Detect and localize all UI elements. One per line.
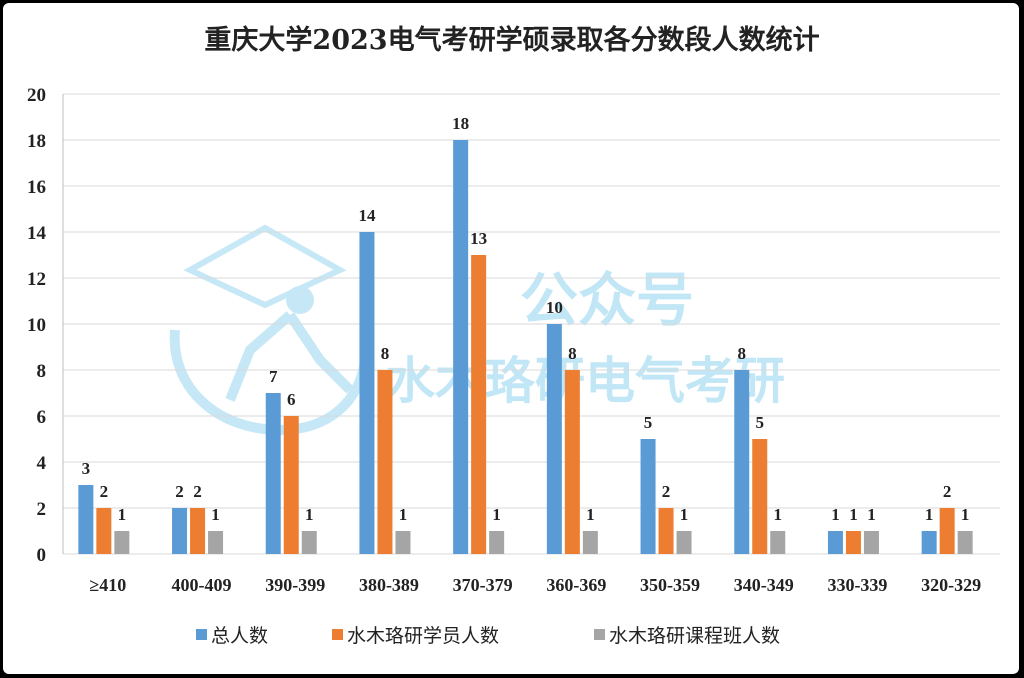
data-label: 1 <box>586 505 595 524</box>
bar <box>564 370 580 554</box>
bar <box>582 531 598 554</box>
data-label: 2 <box>662 482 671 501</box>
data-label: 5 <box>644 413 653 432</box>
bar <box>939 508 955 554</box>
x-tick-label: 400-409 <box>172 575 232 595</box>
x-tick-label: 360-369 <box>546 575 606 595</box>
bar <box>827 531 843 554</box>
x-tick-label: 370-379 <box>453 575 513 595</box>
bar <box>734 370 750 554</box>
y-tick-label: 2 <box>37 499 47 520</box>
y-tick-label: 18 <box>27 131 46 152</box>
bar <box>114 531 130 554</box>
x-axis: ≥410 400-409 390-399 380-389 370-379 360-369 3… <box>89 575 981 595</box>
bar <box>770 531 786 554</box>
data-label: 14 <box>358 206 376 225</box>
bar <box>359 232 375 554</box>
data-label: 1 <box>831 505 840 524</box>
legend-label: 水木珞研学员人数 <box>347 625 499 647</box>
chart-title: 重庆大学2023电气考研学硕录取各分数段人数统计 <box>204 24 819 56</box>
legend: 总人数 水木珞研学员人数 水木珞研课程班人数 <box>196 625 780 647</box>
bar <box>208 531 224 554</box>
x-tick-label: ≥410 <box>89 575 126 595</box>
y-tick-label: 0 <box>37 545 47 566</box>
data-label: 10 <box>546 298 563 317</box>
data-label: 13 <box>470 229 487 248</box>
y-tick-label: 4 <box>37 453 47 474</box>
bar <box>78 485 94 554</box>
data-label: 2 <box>100 482 109 501</box>
bar <box>172 508 188 554</box>
y-tick-label: 16 <box>27 177 46 198</box>
bar <box>283 416 299 554</box>
data-label: 2 <box>193 482 202 501</box>
x-tick-label: 320-329 <box>921 575 981 595</box>
bar <box>676 531 692 554</box>
watermark-line2: 水木珞研电气考研 <box>385 352 785 410</box>
bars <box>78 140 973 554</box>
x-tick-label: 390-399 <box>265 575 325 595</box>
bar <box>957 531 973 554</box>
bar <box>471 255 487 554</box>
legend-label: 水木珞研课程班人数 <box>609 625 780 647</box>
legend-swatch <box>196 629 207 640</box>
data-label: 18 <box>452 114 469 133</box>
y-tick-label: 8 <box>37 361 47 382</box>
y-tick-label: 6 <box>37 407 47 428</box>
data-label: 1 <box>118 505 127 524</box>
watermark-line1: 公众号 <box>520 266 694 334</box>
legend-label: 总人数 <box>211 625 268 647</box>
data-label: 1 <box>399 505 408 524</box>
x-tick-label: 340-349 <box>734 575 794 595</box>
x-tick-label: 380-389 <box>359 575 419 595</box>
data-label: 5 <box>756 413 765 432</box>
bar <box>845 531 861 554</box>
legend-swatch <box>594 629 605 640</box>
y-tick-label: 14 <box>27 223 47 244</box>
data-label: 7 <box>269 367 278 386</box>
bar <box>453 140 469 554</box>
x-tick-label: 350-359 <box>640 575 700 595</box>
data-label: 1 <box>867 505 876 524</box>
data-label: 1 <box>305 505 314 524</box>
data-label: 1 <box>211 505 220 524</box>
bar <box>395 531 411 554</box>
bar <box>546 324 562 554</box>
gridlines <box>62 93 1000 555</box>
data-label: 8 <box>738 344 747 363</box>
data-label: 2 <box>175 482 184 501</box>
bar <box>921 531 937 554</box>
data-label: 2 <box>943 482 952 501</box>
legend-swatch <box>332 629 343 640</box>
bar <box>190 508 206 554</box>
bar <box>863 531 879 554</box>
bar <box>265 393 281 554</box>
data-label: 1 <box>492 505 501 524</box>
bar <box>301 531 317 554</box>
data-label: 1 <box>961 505 970 524</box>
y-axis: 0 2 4 6 8 10 12 14 16 18 20 <box>27 85 47 566</box>
bar <box>377 370 393 554</box>
bar <box>658 508 674 554</box>
data-label: 8 <box>568 344 577 363</box>
y-tick-label: 12 <box>27 269 46 290</box>
data-label: 1 <box>680 505 689 524</box>
data-label: 1 <box>849 505 858 524</box>
bar <box>752 439 768 554</box>
bar <box>489 531 505 554</box>
data-label: 8 <box>381 344 390 363</box>
data-label: 6 <box>287 390 296 409</box>
bar <box>96 508 112 554</box>
y-tick-label: 10 <box>27 315 46 336</box>
data-label: 1 <box>925 505 934 524</box>
x-tick-label: 330-339 <box>827 575 887 595</box>
data-label: 1 <box>774 505 783 524</box>
bar <box>640 439 656 554</box>
data-label: 3 <box>82 459 91 478</box>
y-tick-label: 20 <box>27 85 46 106</box>
